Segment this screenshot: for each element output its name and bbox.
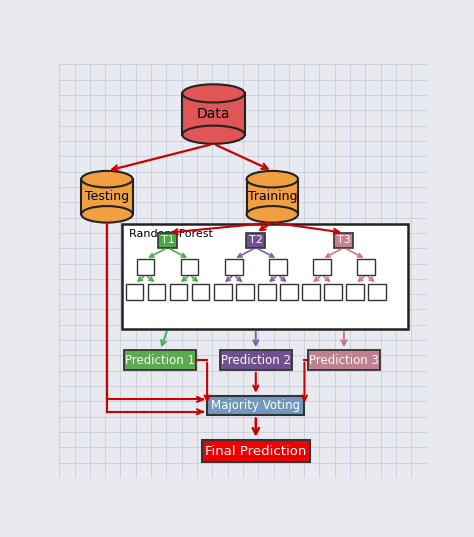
Bar [225, 259, 243, 275]
Ellipse shape [246, 206, 298, 223]
Text: Testing: Testing [85, 190, 129, 204]
Bar [125, 350, 196, 370]
Bar [201, 440, 310, 462]
Bar [182, 93, 245, 135]
Bar [246, 179, 298, 214]
Text: Data: Data [197, 107, 230, 121]
Text: Training: Training [247, 190, 297, 204]
Bar [346, 284, 364, 300]
Ellipse shape [182, 84, 245, 103]
Bar [236, 284, 254, 300]
Bar [258, 284, 275, 300]
Ellipse shape [82, 171, 133, 187]
Bar [246, 233, 265, 248]
Bar [148, 284, 165, 300]
Text: Random Forest: Random Forest [129, 229, 213, 239]
Bar [214, 284, 231, 300]
Bar [334, 233, 354, 248]
Bar [269, 259, 287, 275]
Ellipse shape [182, 126, 245, 144]
Bar [170, 284, 187, 300]
Ellipse shape [82, 206, 133, 223]
Text: T2: T2 [249, 235, 263, 245]
Bar [313, 259, 331, 275]
Text: Prediction 2: Prediction 2 [221, 353, 291, 367]
Bar [82, 179, 133, 214]
Bar [357, 259, 375, 275]
Bar [158, 233, 177, 248]
Text: T3: T3 [337, 235, 351, 245]
Bar [192, 284, 210, 300]
Bar [126, 284, 143, 300]
Bar [220, 350, 292, 370]
Text: T1: T1 [161, 235, 174, 245]
Bar [324, 284, 342, 300]
Bar [302, 284, 319, 300]
Bar [308, 350, 380, 370]
Bar [137, 259, 155, 275]
Text: Prediction 1: Prediction 1 [125, 353, 195, 367]
Bar [122, 223, 408, 329]
Text: Final Prediction: Final Prediction [205, 445, 307, 458]
Bar [181, 259, 199, 275]
Bar [207, 396, 304, 416]
Text: Prediction 3: Prediction 3 [309, 353, 379, 367]
Text: Majority Voting: Majority Voting [211, 399, 301, 412]
Bar [368, 284, 386, 300]
Ellipse shape [246, 171, 298, 187]
Bar [280, 284, 298, 300]
